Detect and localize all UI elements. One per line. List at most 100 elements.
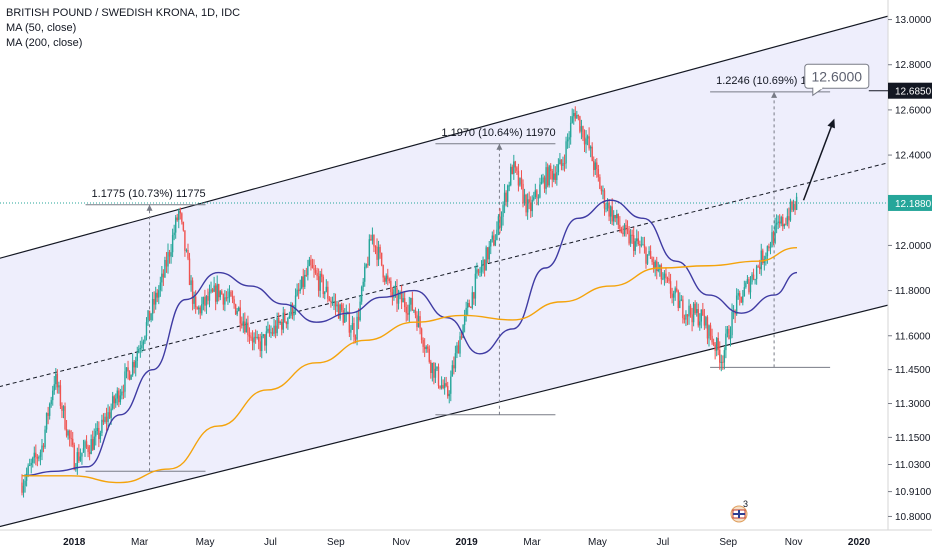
candle-body	[95, 431, 97, 437]
x-tick-label: May	[196, 537, 215, 548]
candle-body	[656, 261, 658, 271]
candle-body	[62, 406, 65, 411]
candle-body	[36, 457, 39, 459]
candle-body	[170, 252, 172, 257]
candle-body	[121, 391, 123, 396]
candle-body	[384, 277, 386, 282]
candle-body	[131, 361, 134, 376]
candle-body	[296, 289, 298, 296]
candle-body	[73, 444, 75, 470]
candle-body	[457, 345, 460, 354]
candle-body	[78, 452, 80, 461]
candle-body	[279, 322, 281, 324]
candle-body	[408, 304, 410, 315]
candle-body	[210, 289, 212, 292]
x-tick-label: Jul	[656, 537, 669, 548]
candle-body	[514, 161, 517, 168]
candle-body	[740, 296, 742, 303]
candle-body	[479, 271, 481, 273]
candle-body	[677, 290, 679, 308]
candle-body	[264, 334, 266, 346]
candle-body	[265, 331, 268, 346]
y-tick-label: 11.6000	[895, 331, 931, 342]
candle-body	[316, 272, 318, 277]
y-axis: 13.0000 12.8000 12.6000 12.4000 12.0000 11.80…	[888, 15, 932, 523]
candle-body	[554, 173, 557, 180]
candle-body	[754, 279, 756, 281]
candle-body	[277, 317, 280, 324]
candle-body	[766, 246, 769, 257]
candle-body	[218, 284, 220, 298]
candle-body	[583, 137, 586, 145]
candle-body	[167, 252, 169, 267]
candle-body	[494, 240, 497, 246]
candle-body	[657, 269, 659, 271]
candle-body	[795, 196, 798, 210]
current-price-badge	[888, 194, 932, 211]
candle-body	[102, 419, 105, 422]
y-tick-label: 10.8000	[895, 512, 932, 523]
candle-body	[274, 325, 277, 334]
candle-body	[462, 325, 464, 339]
candle-body	[367, 264, 369, 266]
candle-body	[159, 282, 162, 291]
candle-body	[549, 165, 552, 171]
candle-body	[752, 274, 755, 280]
candle-body	[519, 177, 521, 186]
candle-body	[173, 232, 175, 236]
x-tick-label: Mar	[523, 537, 541, 548]
x-tick-label: May	[588, 537, 607, 548]
candle-body	[689, 305, 692, 315]
candle-body	[786, 216, 789, 225]
candle-body	[139, 348, 142, 350]
candle-body	[32, 457, 34, 463]
candle-body	[213, 285, 215, 292]
candle-body	[67, 430, 69, 436]
candle-body	[491, 235, 493, 240]
candle-body	[422, 339, 424, 347]
candle-body	[434, 368, 437, 378]
candle-body	[28, 465, 31, 467]
candle-body	[238, 307, 240, 312]
y-tick-label: 12.0000	[895, 241, 932, 252]
candle-body	[174, 217, 177, 233]
candle-body	[614, 214, 616, 219]
candle-body	[631, 234, 633, 236]
candle-body	[620, 228, 623, 233]
candle-body	[622, 232, 624, 235]
candle-body	[482, 259, 484, 266]
candle-body	[360, 287, 363, 302]
candle-body	[694, 303, 696, 313]
candle-body	[90, 439, 92, 454]
candle-body	[533, 197, 535, 200]
candle-body	[253, 336, 255, 343]
level-badge	[888, 82, 932, 99]
candle-body	[244, 321, 246, 333]
candle-body	[45, 412, 48, 430]
candle-body	[337, 304, 340, 319]
candle-body	[760, 250, 762, 270]
candle-body	[251, 338, 254, 343]
candle-body	[510, 166, 512, 186]
ma200-line	[22, 246, 797, 484]
candle-body	[731, 311, 733, 336]
candle-body	[47, 412, 49, 416]
candle-body	[362, 281, 364, 288]
candle-body	[742, 296, 744, 303]
candle-body	[234, 304, 237, 315]
candle-body	[663, 273, 666, 279]
candle-body	[431, 363, 434, 374]
tradingview-logo-icon: 3	[730, 499, 748, 523]
candle-body	[516, 167, 518, 171]
candle-body	[448, 393, 450, 397]
x-tick-label: Nov	[785, 537, 803, 548]
y-tick-label: 11.1500	[895, 433, 931, 444]
candle-body	[588, 136, 590, 149]
candle-body	[125, 367, 128, 372]
candle-body	[148, 310, 151, 321]
y-tick-label: 12.4000	[895, 151, 932, 162]
candle-body	[517, 170, 520, 186]
channel-fill	[0, 16, 888, 527]
candle-body	[158, 290, 160, 298]
